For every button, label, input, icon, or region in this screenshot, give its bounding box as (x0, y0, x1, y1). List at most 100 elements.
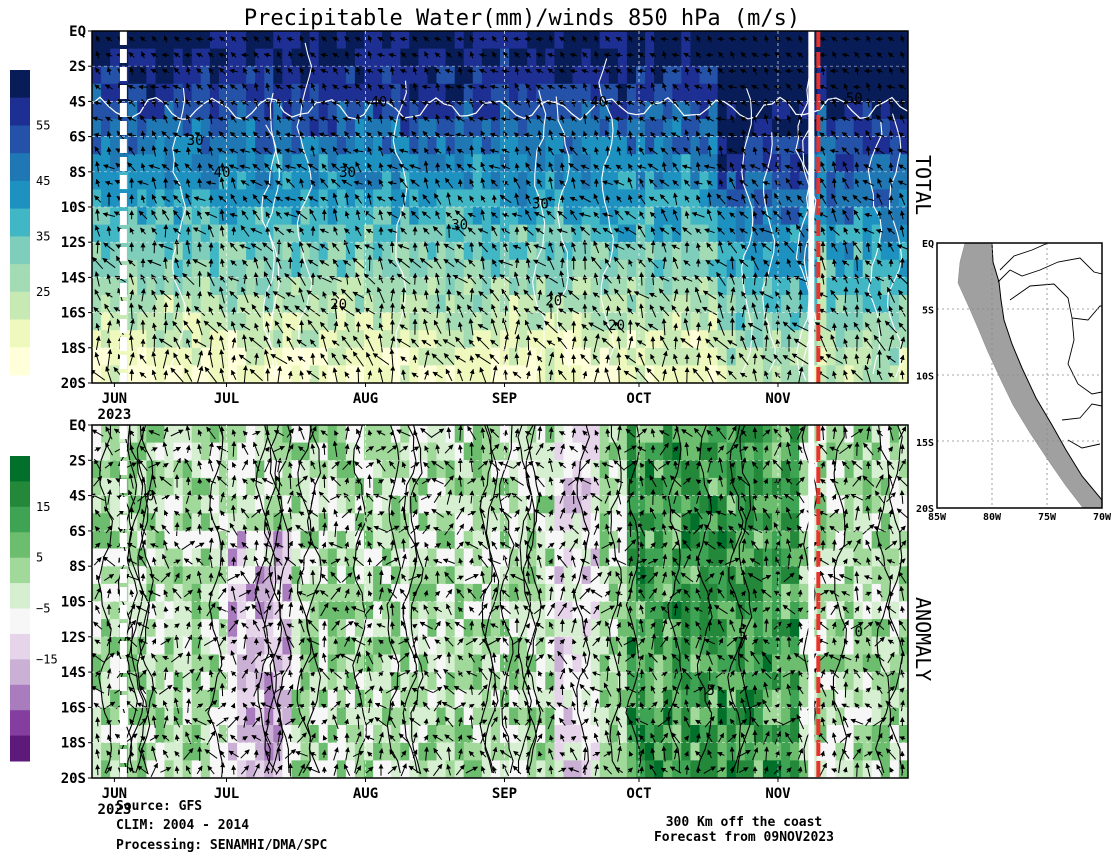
contour-label: 40 (371, 94, 388, 110)
x-tick-label: NOV (765, 391, 791, 407)
total-x-axis: JUN JUL AUG SEP OCT NOV 2023 (98, 31, 791, 423)
contour-label: 30 (451, 218, 468, 234)
anomaly-contour-labels: 0 0 5 5 (146, 489, 863, 699)
total-colorbar: 55 45 35 25 (10, 70, 50, 376)
colorbar-swatch (10, 264, 30, 293)
y-tick-label: 18S (61, 736, 86, 752)
chart-title: Precipitable Water(mm)/winds 850 hPa (m/… (244, 6, 800, 31)
colorbar-swatch (10, 583, 30, 609)
y-tick-label: 14S (61, 665, 86, 681)
y-tick-label: 10S (61, 595, 86, 611)
colorbar-swatch (10, 532, 30, 559)
contour-label: 30 (532, 196, 549, 212)
y-tick-label: 8S (69, 165, 86, 181)
total-panel: EQ 2S 4S 6S 8S 10S 12S 14S 16S 18S 20S JUN JUL AUG SE… (10, 24, 935, 423)
contour-label: 0 (146, 489, 154, 505)
y-tick-label: 14S (61, 270, 86, 286)
colorbar-swatch (10, 481, 30, 508)
contour-label: 40 (214, 165, 231, 181)
colorbar-label: −5 (36, 602, 50, 616)
colorbar-label: 55 (36, 118, 50, 132)
map-frame (936, 242, 1103, 509)
total-contour-labels: 40 40 50 30 40 30 30 30 20 20 20 (187, 91, 863, 334)
map-y-tick: 10S (916, 372, 934, 383)
y-tick-label: 8S (69, 559, 86, 575)
x-tick-label: NOV (765, 786, 791, 802)
contour-label: 20 (545, 293, 562, 309)
colorbar-label: 45 (36, 174, 50, 188)
y-tick-label: 6S (69, 130, 86, 146)
x-tick-label: JUN (102, 786, 127, 802)
x-tick-label: JUL (214, 391, 239, 407)
y-tick-label: 6S (69, 524, 86, 540)
contour-label: 30 (187, 133, 204, 149)
y-tick-label: 20S (61, 376, 86, 392)
colorbar-label: 15 (36, 500, 50, 514)
colorbar-swatch (10, 506, 30, 533)
x-tick-label: AUG (353, 391, 378, 407)
contour-label: 20 (330, 297, 347, 313)
x-tick-label: JUL (214, 786, 239, 802)
map-borders (997, 243, 1102, 449)
anomaly-side-label: ANOMALY (911, 597, 935, 681)
contour-label: 5 (707, 683, 715, 699)
colorbar-label: 25 (36, 285, 50, 299)
contour-label: 40 (590, 94, 607, 110)
anomaly-y-axis: EQ 2S 4S 6S 8S 10S 12S 14S 16S 18S 20S (61, 418, 908, 787)
colorbar-swatch (10, 319, 30, 348)
contour-label: 30 (339, 165, 356, 181)
processing-label: Processing: SENAMHI/DMA/SPC (116, 838, 327, 853)
colorbar-swatch (10, 735, 30, 762)
contour-label: 50 (846, 91, 863, 107)
y-tick-label: 2S (69, 453, 86, 469)
colorbar-swatch (10, 456, 30, 482)
anomaly-x-axis: JUN JUL AUG SEP OCT NOV 2023 (98, 425, 791, 818)
colorbar-swatch (10, 97, 30, 126)
x-tick-label: OCT (626, 391, 651, 407)
map-x-tick: 80W (983, 512, 1002, 523)
y-tick-label: 16S (61, 306, 86, 322)
anomaly-panel: EQ 2S 4S 6S 8S 10S 12S 14S 16S 18S 20S JUN JUL AUG SE… (10, 418, 935, 818)
x-year-label: 2023 (98, 407, 132, 423)
map-x-tick: 70W (1093, 512, 1112, 523)
colorbar-label: 5 (36, 551, 43, 565)
x-tick-label: JUN (102, 391, 127, 407)
x-year-label: 2023 (98, 802, 132, 818)
y-tick-label: 12S (61, 235, 86, 251)
map-y-tick: 20S (916, 504, 934, 515)
colorbar-label: 35 (36, 229, 50, 243)
colorbar-swatch (10, 659, 30, 686)
map-x-tick: 85W (928, 512, 947, 523)
colorbar-swatch (10, 153, 30, 182)
colorbar-swatch (10, 710, 30, 737)
contour-label: 5 (738, 626, 746, 642)
x-tick-label: SEP (492, 786, 517, 802)
total-wind-vectors (92, 31, 908, 383)
map-coastline (991, 243, 1102, 501)
map-y-tick: 15S (916, 438, 934, 449)
x-tick-label: AUG (353, 786, 378, 802)
map-x-tick: 75W (1038, 512, 1057, 523)
y-tick-label: 2S (69, 59, 86, 75)
colorbar-swatch (10, 684, 30, 711)
map-y-tick: EQ (922, 239, 934, 250)
map-y-tick: 5S (922, 305, 934, 316)
x-tick-label: OCT (626, 786, 651, 802)
y-tick-label: 16S (61, 700, 86, 716)
colorbar-swatch (10, 347, 30, 376)
y-tick-label: 4S (69, 94, 86, 110)
source-label: Source: GFS (116, 799, 202, 814)
total-y-axis: EQ 2S 4S 6S 8S 10S 12S 14S 16S 18S 20S (61, 24, 908, 392)
anomaly-colorbar: 15 5 −5 −15 (10, 456, 58, 762)
y-tick-label: 4S (69, 489, 86, 505)
colorbar-label: −15 (36, 652, 58, 666)
x-tick-label: SEP (492, 391, 517, 407)
colorbar-swatch (10, 70, 30, 99)
colorbar-swatch (10, 608, 30, 635)
colorbar-swatch (10, 125, 30, 154)
total-side-label: TOTAL (911, 155, 935, 215)
y-tick-label: EQ (69, 24, 86, 40)
